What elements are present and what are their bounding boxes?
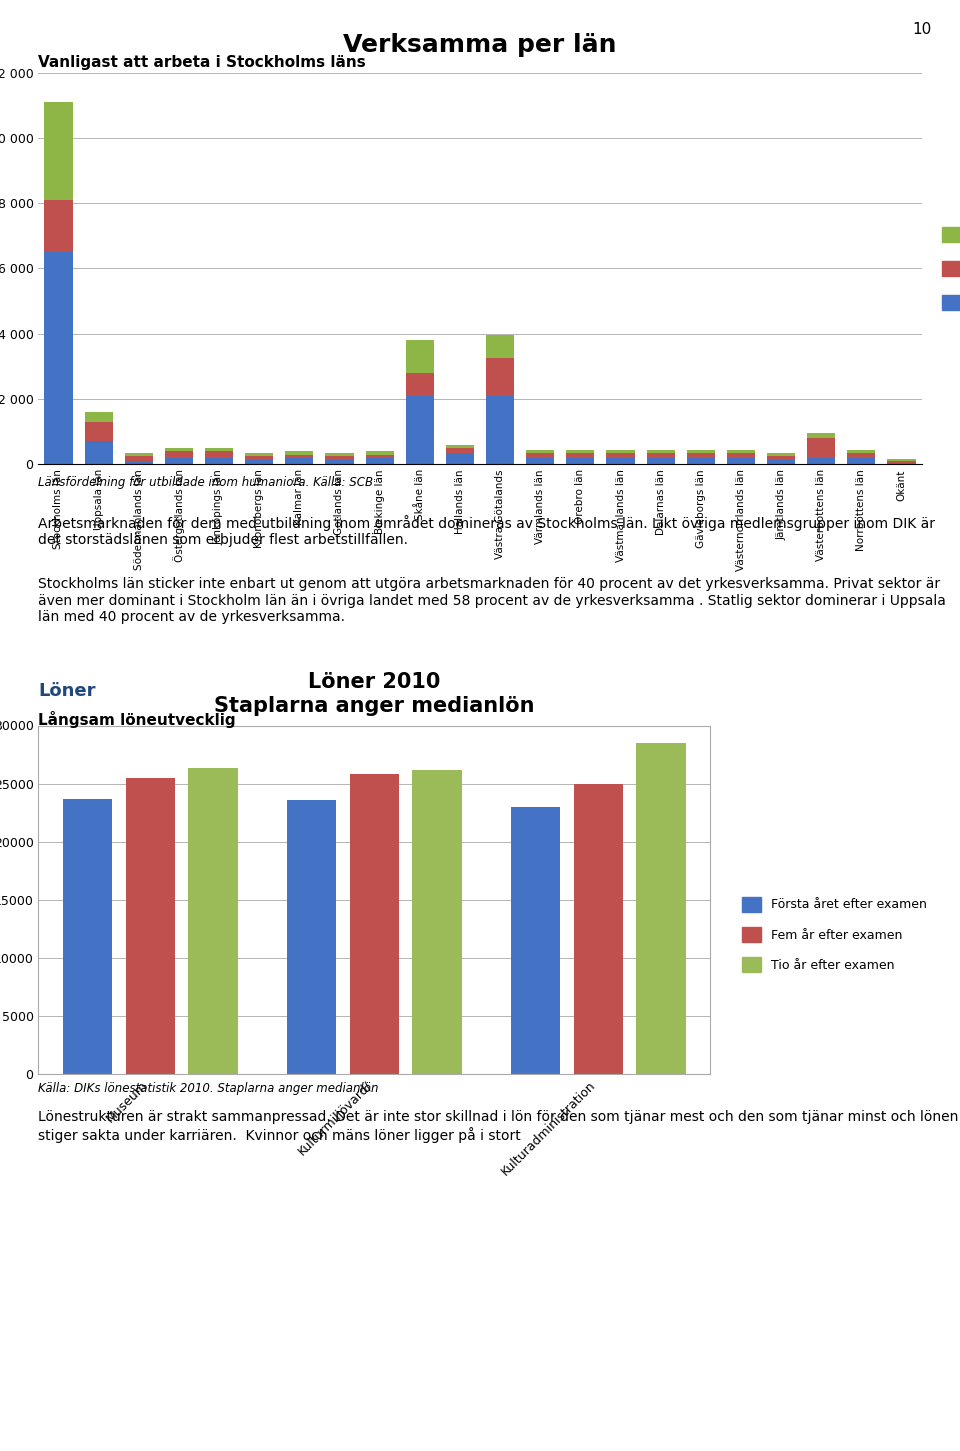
- Bar: [84, 412, 112, 422]
- Bar: [205, 459, 233, 464]
- Bar: [245, 460, 274, 464]
- Bar: [44, 102, 73, 200]
- Bar: [285, 454, 313, 459]
- Bar: [607, 459, 635, 464]
- Bar: [349, 775, 399, 1074]
- Bar: [165, 451, 193, 459]
- Bar: [287, 800, 336, 1074]
- Bar: [445, 453, 474, 464]
- Title: Löner 2010
Staplarna anger medianlön: Löner 2010 Staplarna anger medianlön: [214, 672, 535, 715]
- Bar: [406, 340, 434, 373]
- Bar: [566, 459, 594, 464]
- Bar: [647, 453, 675, 459]
- Bar: [887, 463, 916, 464]
- Bar: [366, 451, 394, 454]
- Bar: [205, 448, 233, 451]
- Bar: [574, 784, 623, 1074]
- Bar: [285, 451, 313, 454]
- Bar: [44, 200, 73, 252]
- Bar: [767, 456, 795, 460]
- Bar: [511, 807, 561, 1074]
- Bar: [406, 373, 434, 396]
- Bar: [44, 252, 73, 464]
- Bar: [125, 453, 153, 456]
- Bar: [245, 453, 274, 456]
- Bar: [486, 396, 515, 464]
- Bar: [807, 434, 835, 438]
- Bar: [165, 459, 193, 464]
- Legend: Stat, Kommun, Privat: Stat, Kommun, Privat: [937, 222, 960, 315]
- Bar: [727, 450, 755, 453]
- Bar: [686, 450, 715, 453]
- Bar: [848, 450, 876, 453]
- Bar: [84, 441, 112, 464]
- Bar: [526, 453, 554, 459]
- Bar: [887, 460, 916, 461]
- Bar: [84, 422, 112, 441]
- Text: Arbetsmarknaden för dem med utbildning inom området domineras av Stockholms län.: Arbetsmarknaden för dem med utbildning i…: [38, 515, 935, 547]
- Bar: [325, 460, 353, 464]
- Bar: [366, 459, 394, 464]
- Bar: [165, 448, 193, 451]
- Bar: [526, 450, 554, 453]
- Text: Lönestrukturen är strakt sammanpressad. Det är inte stor skillnad i lön för den : Lönestrukturen är strakt sammanpressad. …: [38, 1110, 959, 1142]
- Bar: [686, 459, 715, 464]
- Bar: [413, 769, 462, 1074]
- Bar: [205, 451, 233, 459]
- Bar: [566, 450, 594, 453]
- Text: Löner: Löner: [38, 682, 96, 699]
- Bar: [566, 453, 594, 459]
- Bar: [126, 778, 175, 1074]
- Title: Verksamma per län: Verksamma per län: [344, 33, 616, 57]
- Bar: [486, 358, 515, 396]
- Bar: [125, 461, 153, 464]
- Bar: [366, 454, 394, 459]
- Bar: [807, 459, 835, 464]
- Bar: [445, 444, 474, 448]
- Bar: [445, 448, 474, 453]
- Text: Stockholms län sticker inte enbart ut genom att utgöra arbetsmarknaden för 40 pr: Stockholms län sticker inte enbart ut ge…: [38, 577, 947, 624]
- Bar: [63, 798, 112, 1074]
- Bar: [125, 456, 153, 461]
- Bar: [607, 453, 635, 459]
- Bar: [727, 459, 755, 464]
- Bar: [848, 453, 876, 459]
- Bar: [686, 453, 715, 459]
- Bar: [848, 459, 876, 464]
- Text: Källa: DIKs lönestatistik 2010. Staplarna anger medianlön: Källa: DIKs lönestatistik 2010. Staplarn…: [38, 1082, 379, 1096]
- Bar: [647, 450, 675, 453]
- Bar: [727, 453, 755, 459]
- Bar: [636, 743, 685, 1074]
- Bar: [526, 459, 554, 464]
- Bar: [807, 438, 835, 459]
- Bar: [325, 453, 353, 456]
- Bar: [188, 769, 238, 1074]
- Bar: [486, 335, 515, 358]
- Legend: Första året efter examen, Fem år efter examen, Tio år efter examen: Första året efter examen, Fem år efter e…: [737, 891, 931, 978]
- Text: Långsam löneutvecklig: Långsam löneutvecklig: [38, 711, 236, 728]
- Bar: [767, 460, 795, 464]
- Text: Länsfördelning för utbildade inom humaniora. Källa: SCB: Länsfördelning för utbildade inom humani…: [38, 476, 373, 489]
- Text: 10: 10: [912, 22, 931, 36]
- Bar: [607, 450, 635, 453]
- Bar: [406, 396, 434, 464]
- Bar: [245, 456, 274, 460]
- Bar: [285, 459, 313, 464]
- Bar: [325, 456, 353, 460]
- Bar: [767, 453, 795, 456]
- Bar: [647, 459, 675, 464]
- Bar: [887, 461, 916, 463]
- Text: Vanligast att arbeta i Stockholms läns: Vanligast att arbeta i Stockholms läns: [38, 55, 366, 70]
